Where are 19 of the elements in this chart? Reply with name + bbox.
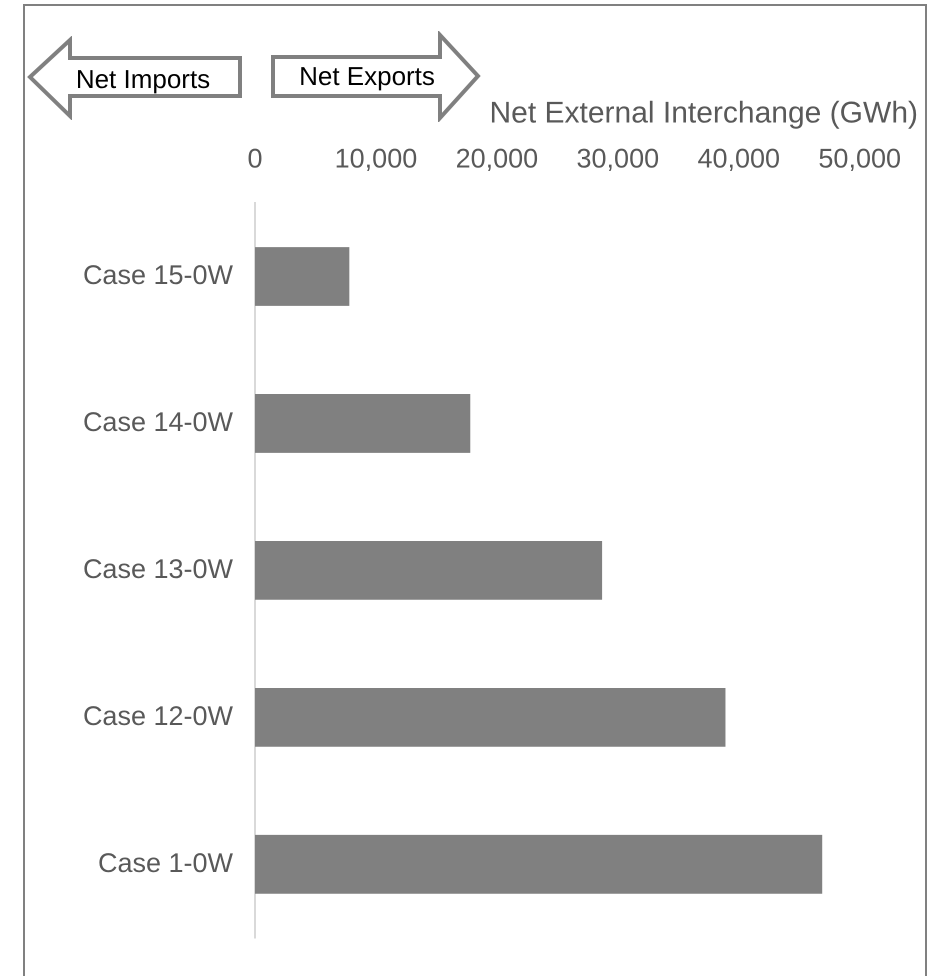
x-tick-label: 10,000 [334,143,418,174]
bar [255,394,470,453]
bar [255,247,350,306]
x-axis-title: Net External Interchange (GWh) [489,96,918,130]
y-tick-label: Case 15-0W [82,260,234,290]
y-tick-label: Case 13-0W [82,554,234,584]
x-tick-label: 40,000 [697,143,780,174]
y-tick-label: Case 1-0W [98,848,234,878]
x-tick-label: 50,000 [818,143,902,174]
bar [255,541,602,600]
y-tick-label: Case 14-0W [82,406,234,437]
y-tick-label: Case 12-0W [82,700,234,731]
x-tick-label: 0 [247,143,263,174]
bar [255,834,822,894]
x-tick-label: 30,000 [576,143,660,174]
bar [255,688,726,747]
x-tick-label: 20,000 [456,143,538,174]
text: Net Exports [299,61,435,91]
text: Net Imports [76,64,210,94]
